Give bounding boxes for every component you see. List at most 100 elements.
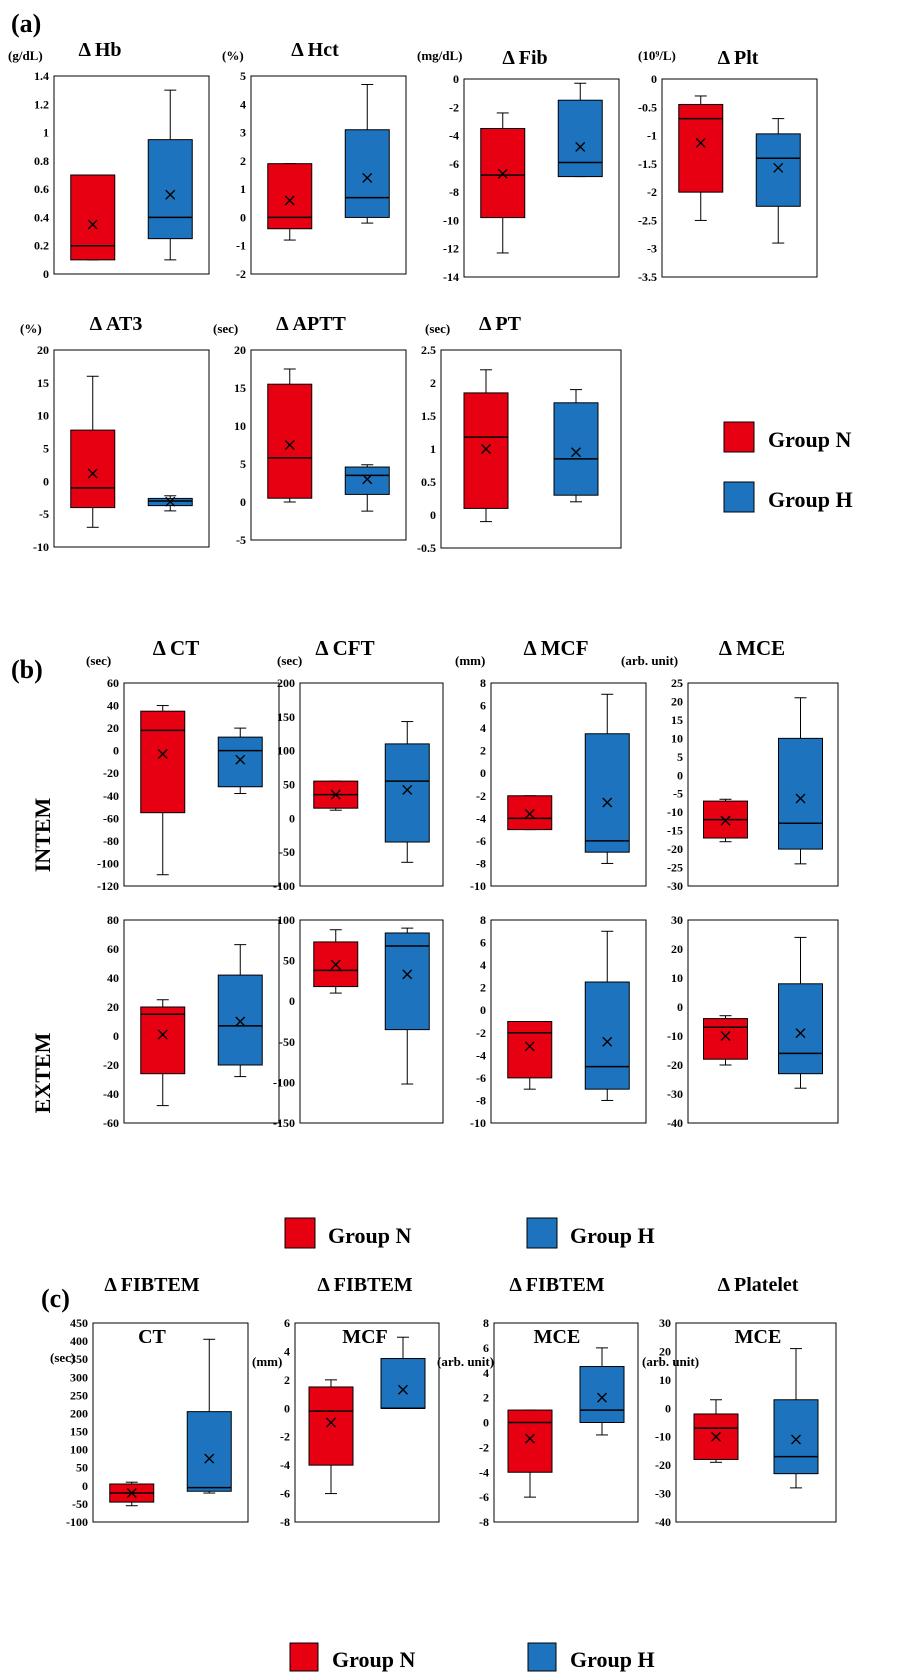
y-tick-label: -1 [647,129,657,143]
box-series-group-h [579,1347,625,1436]
mean-marker [87,219,98,230]
y-tick-label: 6 [284,1316,290,1330]
iqr-box [384,932,430,1031]
mean-marker [204,1453,215,1464]
y-tick-label: 0 [43,474,49,488]
y-tick-label: 6 [480,699,486,713]
mean-marker [330,789,341,800]
y-tick-label: 5 [240,69,246,83]
y-tick-label: 5 [43,442,49,456]
chart-fibtem-mce: -8 -6 -4 -2 0 2 4 6 8 Δ FIBTEM MCE (arb. unit) [437,1274,639,1529]
unit-label: (%) [222,48,244,63]
section-label-b: (b) [11,655,43,684]
chart-intem-mce: -30 -25 -20 -15 -10 -5 0 5 10 15 20 25 Δ MCE (arb. un… [621,636,839,893]
box-series-group-h [186,1338,232,1494]
chart-title: Δ Hct [291,39,339,61]
y-tick-label: 4 [480,721,486,735]
chart-title: MCF [342,1326,388,1348]
y-tick-label: -25 [667,861,683,875]
y-tick-label: 300 [70,1370,88,1384]
box-series-group-n [507,795,553,831]
legend-a-label-h: Group H [768,487,853,512]
y-tick-label: -60 [103,1116,119,1130]
chart-intem-cft: -100 -50 0 50 100 150 200 Δ CFT (sec) [273,636,444,893]
y-tick-label: -2 [476,789,486,803]
mean-marker [87,468,98,479]
y-tick-label: 20 [671,942,683,956]
iqr-box [70,174,116,261]
y-tick-label: -3 [647,242,657,256]
iqr-box [140,710,186,814]
chart-title: Δ MCE [719,636,785,660]
y-tick-label: 400 [70,1334,88,1348]
iqr-box [186,1411,232,1492]
y-tick-label: 0 [480,766,486,780]
y-tick-label: -2 [236,267,246,281]
y-tick-label: 200 [277,676,295,690]
y-tick-label: -20 [655,1458,671,1472]
y-tick-label: 2.5 [421,343,436,357]
y-tick-label: 450 [70,1316,88,1330]
box-series-group-n [703,1015,748,1066]
y-tick-label: 0 [240,495,246,509]
y-tick-label: -30 [667,879,683,893]
y-tick-label: -40 [103,1087,119,1101]
y-tick-label: -40 [103,789,119,803]
y-tick-label: -5 [236,533,246,547]
y-tick-label: 0.8 [34,154,49,168]
y-tick-label: 1 [240,182,246,196]
y-tick-label: -100 [66,1515,88,1529]
y-tick-label: 10 [234,419,246,433]
iqr-box [267,383,313,499]
box-series-group-n [267,368,313,503]
iqr-box [140,1006,186,1075]
mean-marker [157,1029,168,1040]
y-tick-label: -2 [449,100,459,114]
y-tick-label: 0 [677,1000,683,1014]
chart-title: Δ FIBTEM [317,1274,412,1296]
y-tick-label: -2.5 [638,213,657,227]
y-tick-label: -2 [647,185,657,199]
y-tick-label: 4 [480,958,486,972]
box-series-group-h [557,82,603,178]
y-tick-label: 4 [483,1366,489,1380]
box-series-group-h [584,930,630,1101]
y-tick-label: -15 [667,824,683,838]
chart-title: Δ PT [479,313,522,335]
y-tick-label: 200 [70,1406,88,1420]
box-series-group-h [778,697,823,865]
y-tick-label: 0 [483,1416,489,1430]
mean-marker [711,1431,721,1442]
y-tick-label: -10 [667,805,683,819]
section-label-a: (a) [11,9,41,38]
y-tick-label: 0.2 [34,239,49,253]
mean-marker [481,444,491,454]
y-tick-label: -1 [236,239,246,253]
y-tick-label: 20 [659,1344,671,1358]
mean-marker [602,1036,613,1047]
labels-layer: (a) (b) (c) INTEM EXTEM [11,9,70,1313]
unit-label: (g/dL) [8,48,43,63]
mean-marker [402,969,413,980]
y-tick-label: 0 [240,210,246,224]
chart-title: Δ CFT [315,636,374,660]
legend-a-swatch-h [723,481,755,513]
mean-marker [720,815,731,826]
chart-fibtem-ct: -100 -50 0 50 100 150 200 250 300 350 400 450 Δ FIBT… [50,1274,249,1529]
unit-label: (sec) [425,321,450,336]
y-tick-label: -4 [476,811,486,825]
y-tick-label: 60 [107,942,119,956]
mean-marker [326,1417,336,1428]
box-series-group-n [140,705,186,876]
y-tick-label: 20 [234,343,246,357]
y-tick-label: 30 [659,1316,671,1330]
y-tick-label: -30 [655,1487,671,1501]
iqr-box [584,981,630,1090]
mean-marker [524,1041,535,1052]
box-series-group-n [313,929,359,994]
y-tick-label: -10 [470,879,486,893]
iqr-box [703,1018,748,1060]
y-tick-label: 0 [480,1003,486,1017]
y-tick-label: -12 [443,242,459,256]
legend-c-label-n: Group N [332,1647,415,1672]
